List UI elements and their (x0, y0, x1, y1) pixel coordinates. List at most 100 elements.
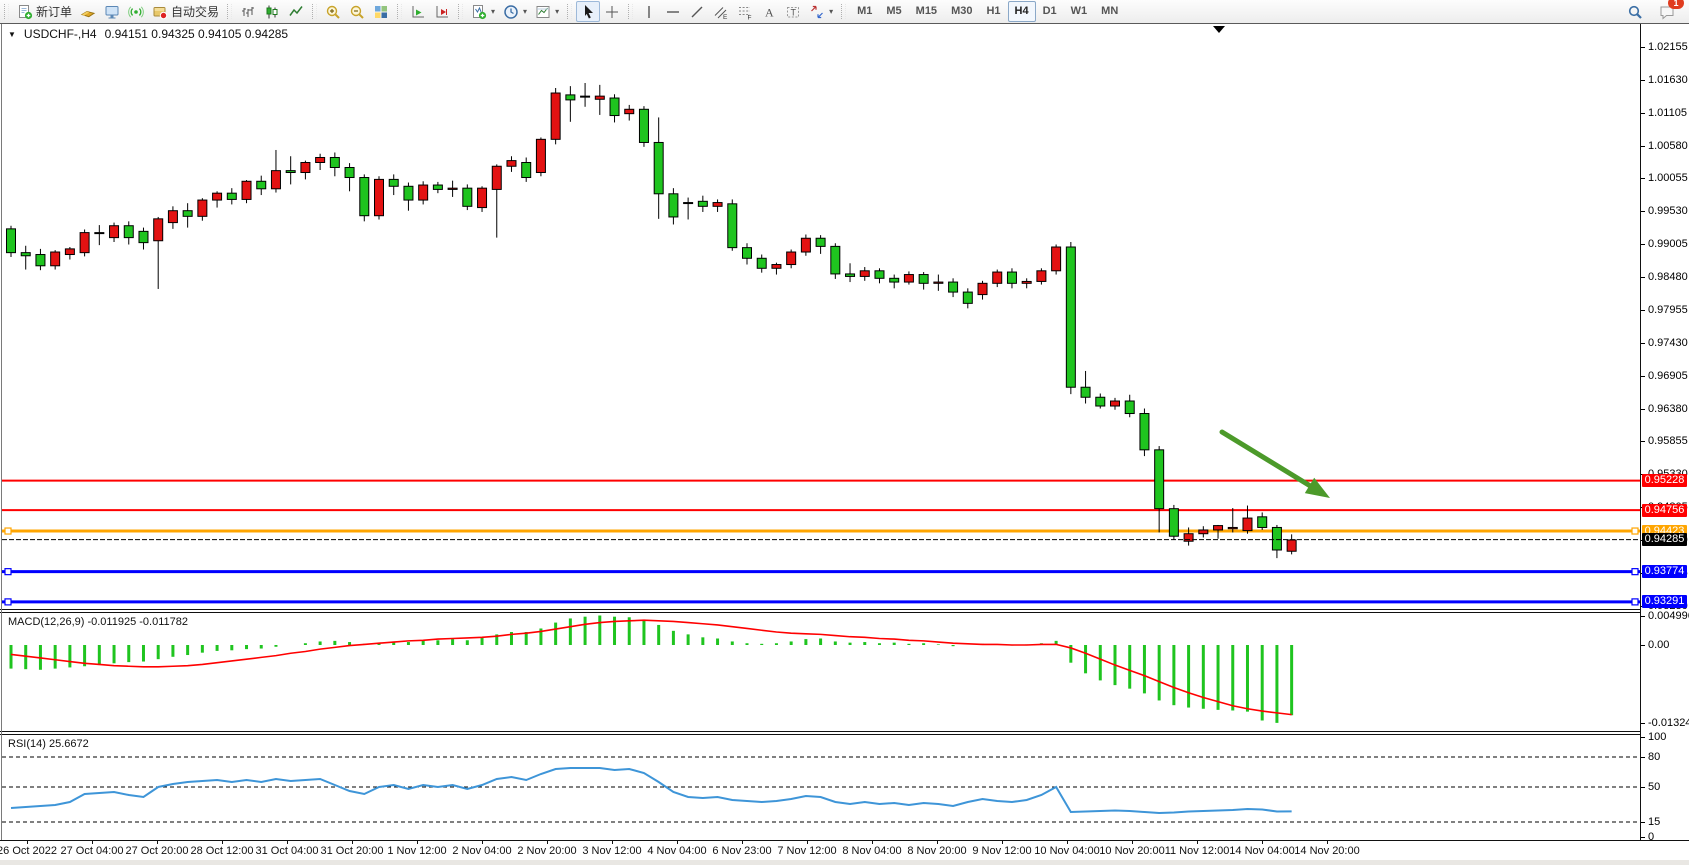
chart-title: ▼ USDCHF-,H4 0.94151 0.94325 0.94105 0.9… (8, 27, 288, 41)
hline-button[interactable] (661, 1, 685, 22)
timeframe-m30[interactable]: M30 (951, 5, 973, 17)
autotrading-button[interactable]: 自动交易 (148, 1, 223, 22)
periods-button[interactable]: ▾ (499, 1, 531, 22)
chart-shift-button[interactable] (430, 1, 454, 22)
rsi-pane[interactable] (2, 736, 1640, 839)
price-axis-divider (1640, 24, 1641, 840)
channel-icon: E (714, 6, 728, 20)
label-button[interactable]: T (781, 1, 805, 22)
channel-button[interactable]: E (709, 1, 733, 22)
current-price-badge[interactable]: 0.94285 (1642, 533, 1687, 547)
timeframe-m5[interactable]: M5 (886, 5, 902, 17)
pane-separator[interactable] (0, 731, 1640, 735)
main-chart-pane[interactable] (2, 24, 1640, 609)
shapes-button[interactable]: ▾ (805, 1, 837, 22)
bull-candle (535, 138, 546, 174)
bear-candle (889, 277, 900, 283)
vline-button[interactable] (637, 1, 661, 22)
bull-candle (1227, 526, 1238, 530)
support-line-blue-1-handle[interactable] (4, 568, 12, 576)
axis-tick (1641, 408, 1645, 410)
autotrading-icon (153, 6, 168, 19)
market-button[interactable] (76, 1, 100, 22)
bull-candle (683, 202, 694, 205)
time-tick (1327, 841, 1328, 844)
axis-tick (1641, 211, 1645, 213)
timeframe-m1[interactable]: M1 (857, 5, 873, 17)
trendline-button[interactable] (685, 1, 709, 22)
chart-window[interactable]: ▼ USDCHF-,H4 0.94151 0.94325 0.94105 0.9… (0, 23, 1689, 865)
toolbar-separator (458, 4, 464, 19)
price-axis[interactable]: 1.02155 1.01630 1.01105 1.00580 1.00055 0.995… (1641, 24, 1689, 843)
timeframe-m15[interactable]: M15 (915, 5, 938, 17)
new-order-button[interactable]: 新订单 (13, 1, 76, 22)
timeframe-w1[interactable]: W1 (1070, 5, 1088, 17)
time-label: 7 Nov 12:00 (777, 845, 837, 857)
zoom-in-button[interactable] (321, 1, 345, 22)
tile-windows-icon (375, 5, 388, 18)
support-line-blue-2-handle[interactable] (4, 598, 12, 606)
bull-candle (197, 199, 208, 217)
notifications-button[interactable]: 1 (1655, 0, 1684, 22)
bull-candle (624, 108, 635, 115)
bear-candle (1257, 516, 1268, 528)
text-button[interactable]: A (757, 1, 781, 22)
timeframe-mn[interactable]: MN (1101, 5, 1119, 17)
bear-candle (123, 225, 134, 239)
bull-candle (418, 184, 429, 201)
time-label: 1 Nov 12:00 (387, 845, 447, 857)
macd-pane[interactable] (2, 614, 1640, 731)
signals-button[interactable] (124, 1, 148, 22)
tile-windows-button[interactable] (369, 1, 393, 22)
timeframe-h1[interactable]: H1 (986, 5, 1001, 17)
fibonacci-button[interactable]: F (733, 1, 757, 22)
templates-button[interactable]: ▾ (531, 1, 563, 22)
support-line-blue-1-handle[interactable] (1631, 568, 1639, 576)
zoom-out-button[interactable] (345, 1, 369, 22)
dropdown-caret-icon[interactable]: ▾ (829, 7, 834, 16)
candlestick-chart-button[interactable] (260, 1, 284, 22)
price-tick-label: 1.00580 (1648, 139, 1688, 152)
arrow-object-line[interactable] (1219, 429, 1318, 492)
search-button[interactable] (1623, 1, 1647, 22)
cursor-button[interactable] (576, 1, 601, 22)
community-button[interactable] (100, 1, 124, 22)
bear-candle (256, 180, 267, 190)
dropdown-caret-icon[interactable]: ▾ (523, 7, 528, 16)
collapse-triangle-icon[interactable]: ▼ (8, 29, 16, 39)
price-badge-0.95228[interactable]: 0.95228 (1642, 474, 1687, 488)
time-axis[interactable]: 26 Oct 2022 27 Oct 04:00 27 Oct 20:00 28 Oc… (0, 840, 1689, 861)
chart-shift-marker[interactable] (1213, 26, 1225, 33)
chart-shift-icon (436, 5, 449, 17)
support-line-blue-2-handle[interactable] (1631, 598, 1639, 606)
dropdown-caret-icon[interactable]: ▾ (555, 7, 560, 16)
bull-candle (1036, 270, 1047, 282)
crosshair-icon (606, 5, 619, 18)
line-chart-button[interactable] (284, 1, 308, 22)
autoscroll-button[interactable] (406, 1, 430, 22)
support-line-orange-handle[interactable] (4, 527, 12, 535)
bar-chart-button[interactable] (236, 1, 260, 22)
arrow-object-head[interactable] (1304, 477, 1330, 498)
timeframe-h4[interactable]: H4 (1007, 1, 1036, 22)
price-badge-0.93291[interactable]: 0.93291 (1642, 595, 1687, 609)
axis-tick (1641, 723, 1645, 725)
bear-candle (94, 232, 105, 235)
price-tick-label: 1.01630 (1648, 73, 1688, 86)
rsi-tick-label: 100 (1648, 731, 1667, 743)
bull-candle (1213, 525, 1224, 531)
price-badge-0.93774[interactable]: 0.93774 (1642, 565, 1687, 579)
crosshair-button[interactable] (600, 1, 624, 22)
bear-candle (1080, 386, 1091, 398)
window-top-border (0, 23, 1689, 24)
price-badge-0.94756[interactable]: 0.94756 (1642, 503, 1687, 517)
support-line-orange-handle[interactable] (1631, 527, 1639, 535)
time-tick (417, 841, 418, 844)
timeframe-d1[interactable]: D1 (1042, 5, 1057, 17)
plot-left-border (1, 24, 2, 840)
indicators-button[interactable]: ▾ (467, 1, 499, 22)
pane-separator[interactable] (0, 609, 1640, 613)
axis-tick (1641, 277, 1645, 279)
toolbar-separator (841, 4, 847, 19)
dropdown-caret-icon[interactable]: ▾ (491, 7, 496, 16)
